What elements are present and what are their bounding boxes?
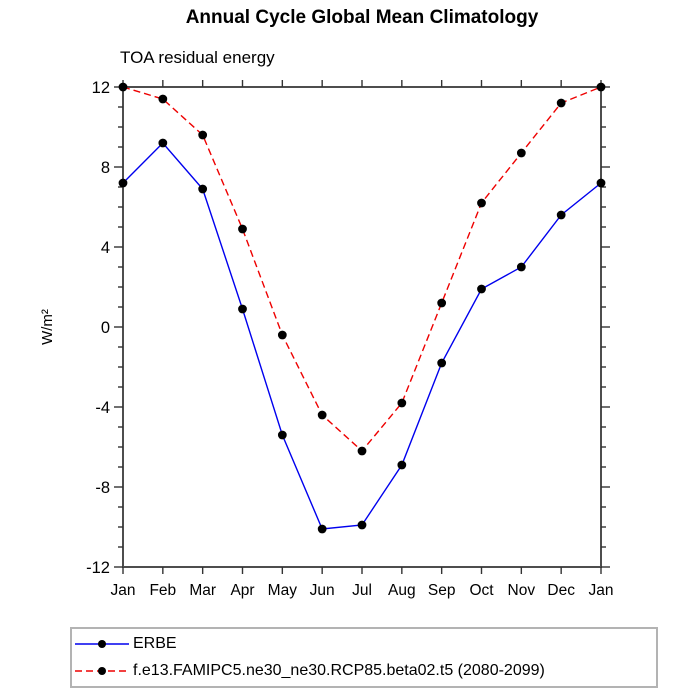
y-tick-label: 0: [101, 319, 110, 337]
x-tick-label: Nov: [508, 582, 536, 599]
data-point-marker: [556, 98, 566, 108]
y-tick-label: -12: [86, 559, 110, 577]
data-point-marker: [238, 224, 247, 234]
legend-item-erbe: ERBE: [74, 631, 656, 657]
model-line-sample-icon: [75, 667, 129, 676]
legend: ERBE f.e13.FAMIPC5.ne30_ne30.RCP85.beta0…: [70, 627, 658, 688]
x-tick-label: Dec: [547, 582, 575, 599]
data-point-marker: [118, 178, 128, 188]
y-tick-label: 12: [92, 79, 110, 97]
x-tick-label: Apr: [230, 582, 254, 599]
data-point-marker: [158, 138, 168, 148]
y-axis-title: W/m²: [39, 309, 56, 345]
x-tick-label: May: [268, 582, 298, 599]
chart-title: Annual Cycle Global Mean Climatology: [185, 7, 539, 28]
data-point-marker: [357, 520, 367, 530]
data-point-marker: [357, 446, 367, 456]
y-tick-label: -8: [95, 479, 110, 497]
series-model: [118, 82, 606, 456]
data-point-marker: [437, 358, 447, 368]
x-tick-label: Jan: [111, 582, 136, 599]
y-tick-label: 4: [101, 239, 110, 257]
data-point-marker: [198, 184, 208, 194]
legend-label-model: f.e13.FAMIPC5.ne30_ne30.RCP85.beta02.t5 …: [133, 662, 545, 680]
data-point-marker: [397, 398, 407, 408]
data-point-marker: [437, 298, 447, 308]
y-axis: 12 8 4 0 -4 -8 -12: [86, 79, 610, 577]
data-point-marker: [158, 94, 168, 104]
x-tick-label: Aug: [388, 582, 416, 599]
data-point-marker: [596, 178, 606, 188]
y-tick-label: -4: [95, 399, 110, 417]
data-point-marker: [477, 198, 486, 208]
x-tick-label: Feb: [149, 582, 176, 599]
data-point-marker: [317, 524, 327, 534]
data-point-marker: [277, 330, 287, 340]
data-point-marker: [277, 430, 287, 440]
x-tick-label: Jun: [310, 582, 335, 599]
data-point-marker: [556, 210, 566, 220]
erbe-line-sample-icon: [75, 639, 129, 648]
x-axis: Jan Feb Mar Apr May Jun Jul Aug Sep Oct Nov Dec Jan: [111, 80, 614, 599]
legend-label-erbe: ERBE: [133, 634, 177, 652]
series-erbe: [118, 138, 606, 534]
data-point-marker: [317, 410, 327, 420]
x-tick-label: Jul: [352, 582, 372, 599]
x-tick-label: Sep: [428, 582, 456, 599]
chart-plot: Jan Feb Mar Apr May Jun Jul Aug Sep Oct Nov Dec Jan 1…: [39, 79, 614, 599]
data-point-marker: [596, 82, 606, 92]
data-point-marker: [238, 304, 247, 314]
x-tick-label: Jan: [589, 582, 614, 599]
x-tick-label: Mar: [189, 582, 216, 599]
x-tick-label: Oct: [469, 582, 494, 599]
data-point-marker: [477, 284, 486, 294]
data-point-marker: [118, 82, 128, 92]
data-point-marker: [198, 130, 208, 140]
legend-item-model: f.e13.FAMIPC5.ne30_ne30.RCP85.beta02.t5 …: [74, 658, 656, 684]
plot-frame: [122, 86, 602, 568]
data-point-marker: [516, 262, 526, 272]
y-tick-label: 8: [101, 159, 110, 177]
data-point-marker: [397, 460, 407, 470]
data-point-marker: [516, 148, 526, 158]
chart-subtitle: TOA residual energy: [120, 48, 275, 67]
